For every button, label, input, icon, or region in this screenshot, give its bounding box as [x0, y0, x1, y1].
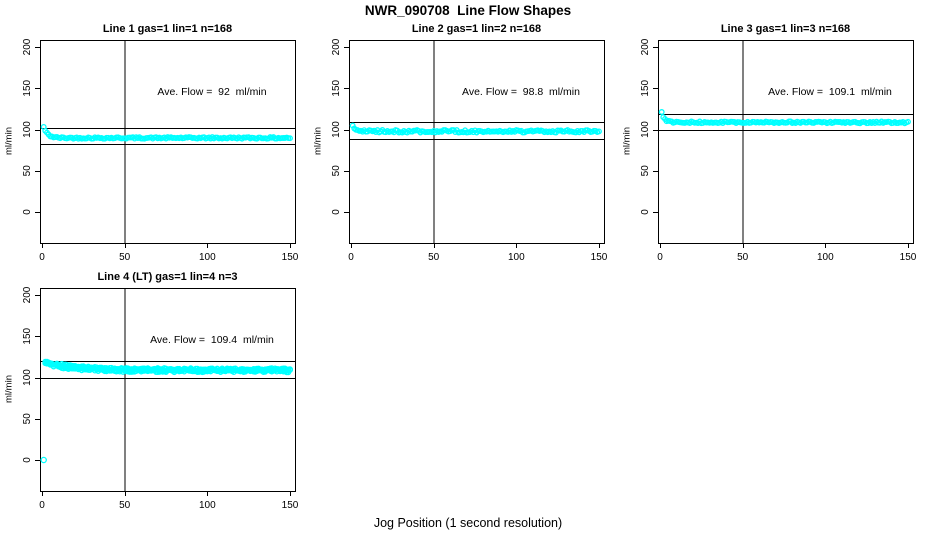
subplot-3-y-axis-label: ml/min — [621, 127, 633, 155]
x-tick-label: 50 — [737, 252, 749, 263]
subplot-2: 0 50 100 150 0 50 100 150 200 — [331, 38, 608, 263]
subplot-4-title: Line 4 (LT) gas=1 lin=4 n=3 — [97, 271, 238, 283]
x-tick-label: 150 — [900, 252, 917, 263]
subplot-1: 0 50 100 150 0 50 100 150 200 — [22, 38, 299, 263]
x-tick-label: 150 — [282, 500, 299, 511]
x-tick-label: 0 — [39, 252, 45, 263]
plot-box — [349, 40, 605, 244]
subplot-2-ave-flow-label: Ave. Flow = 98.8 ml/min — [462, 86, 580, 98]
plot-box — [658, 40, 914, 244]
data-point — [905, 118, 911, 125]
plot-box — [40, 288, 296, 492]
x-tick-label: 50 — [119, 500, 131, 511]
y-tick-label: 0 — [331, 209, 342, 215]
x-tick-label: 150 — [282, 252, 299, 263]
x-tick-label: 0 — [657, 252, 663, 263]
y-tick-label: 150 — [640, 79, 651, 96]
y-tick-label: 200 — [22, 38, 33, 55]
subplot-1-data-points — [40, 123, 293, 142]
x-tick-label: 100 — [817, 252, 834, 263]
subplot-1-y-axis-label: ml/min — [3, 127, 15, 155]
subplot-3-title: Line 3 gas=1 lin=3 n=168 — [720, 23, 851, 35]
subplot-1-axes — [35, 40, 296, 248]
data-point — [287, 366, 293, 373]
data-point — [596, 128, 602, 135]
y-tick-label: 50 — [22, 165, 33, 177]
subplot-1-ave-flow-label: Ave. Flow = 92 ml/min — [157, 86, 267, 98]
subplot-4-y-axis-label: ml/min — [3, 375, 15, 403]
subplot-2-title: Line 2 gas=1 lin=2 n=168 — [411, 23, 542, 35]
x-tick-label: 150 — [591, 252, 608, 263]
data-point — [658, 109, 665, 115]
plot-box — [40, 40, 296, 244]
y-tick-label: 150 — [22, 79, 33, 96]
figure-title: NWR_090708 Line Flow Shapes — [364, 3, 572, 18]
x-tick-label: 100 — [199, 252, 216, 263]
x-tick-label: 100 — [508, 252, 525, 263]
subplot-4-data-points — [40, 358, 293, 464]
y-tick-label: 200 — [22, 286, 33, 303]
x-tick-label: 0 — [348, 252, 354, 263]
y-tick-label: 100 — [22, 369, 33, 386]
y-tick-label: 0 — [22, 457, 33, 463]
y-tick-label: 50 — [22, 413, 33, 425]
y-tick-label: 200 — [640, 38, 651, 55]
y-tick-label: 150 — [331, 79, 342, 96]
subplot-4-ave-flow-label: Ave. Flow = 109.4 ml/min — [150, 334, 274, 346]
subplot-3: 0 50 100 150 0 50 100 150 200 — [640, 38, 917, 263]
figure-x-axis-label: Jog Position (1 second resolution) — [373, 516, 563, 530]
subplot-4: 0 50 100 150 0 50 100 150 200 — [22, 286, 299, 511]
x-tick-label: 50 — [428, 252, 440, 263]
subplot-1-title: Line 1 gas=1 lin=1 n=168 — [102, 23, 233, 35]
subplot-2-axes — [344, 40, 605, 248]
x-tick-label: 50 — [119, 252, 131, 263]
outlier-data-point — [40, 456, 47, 464]
data-point — [287, 135, 293, 142]
y-tick-label: 50 — [331, 165, 342, 177]
subplot-2-data-points — [349, 122, 602, 136]
y-tick-label: 100 — [331, 121, 342, 138]
subplot-2-y-axis-label: ml/min — [312, 127, 324, 155]
subplot-4-axes — [35, 288, 296, 496]
y-tick-label: 100 — [640, 121, 651, 138]
subplot-3-data-points — [658, 109, 911, 127]
x-tick-label: 0 — [39, 500, 45, 511]
y-tick-label: 0 — [22, 209, 33, 215]
y-tick-label: 150 — [22, 327, 33, 344]
subplot-3-axes — [653, 40, 914, 248]
x-tick-label: 100 — [199, 500, 216, 511]
y-tick-label: 100 — [22, 121, 33, 138]
y-tick-label: 200 — [331, 38, 342, 55]
subplot-3-ave-flow-label: Ave. Flow = 109.1 ml/min — [768, 86, 892, 98]
y-tick-label: 50 — [640, 165, 651, 177]
y-tick-label: 0 — [640, 209, 651, 215]
